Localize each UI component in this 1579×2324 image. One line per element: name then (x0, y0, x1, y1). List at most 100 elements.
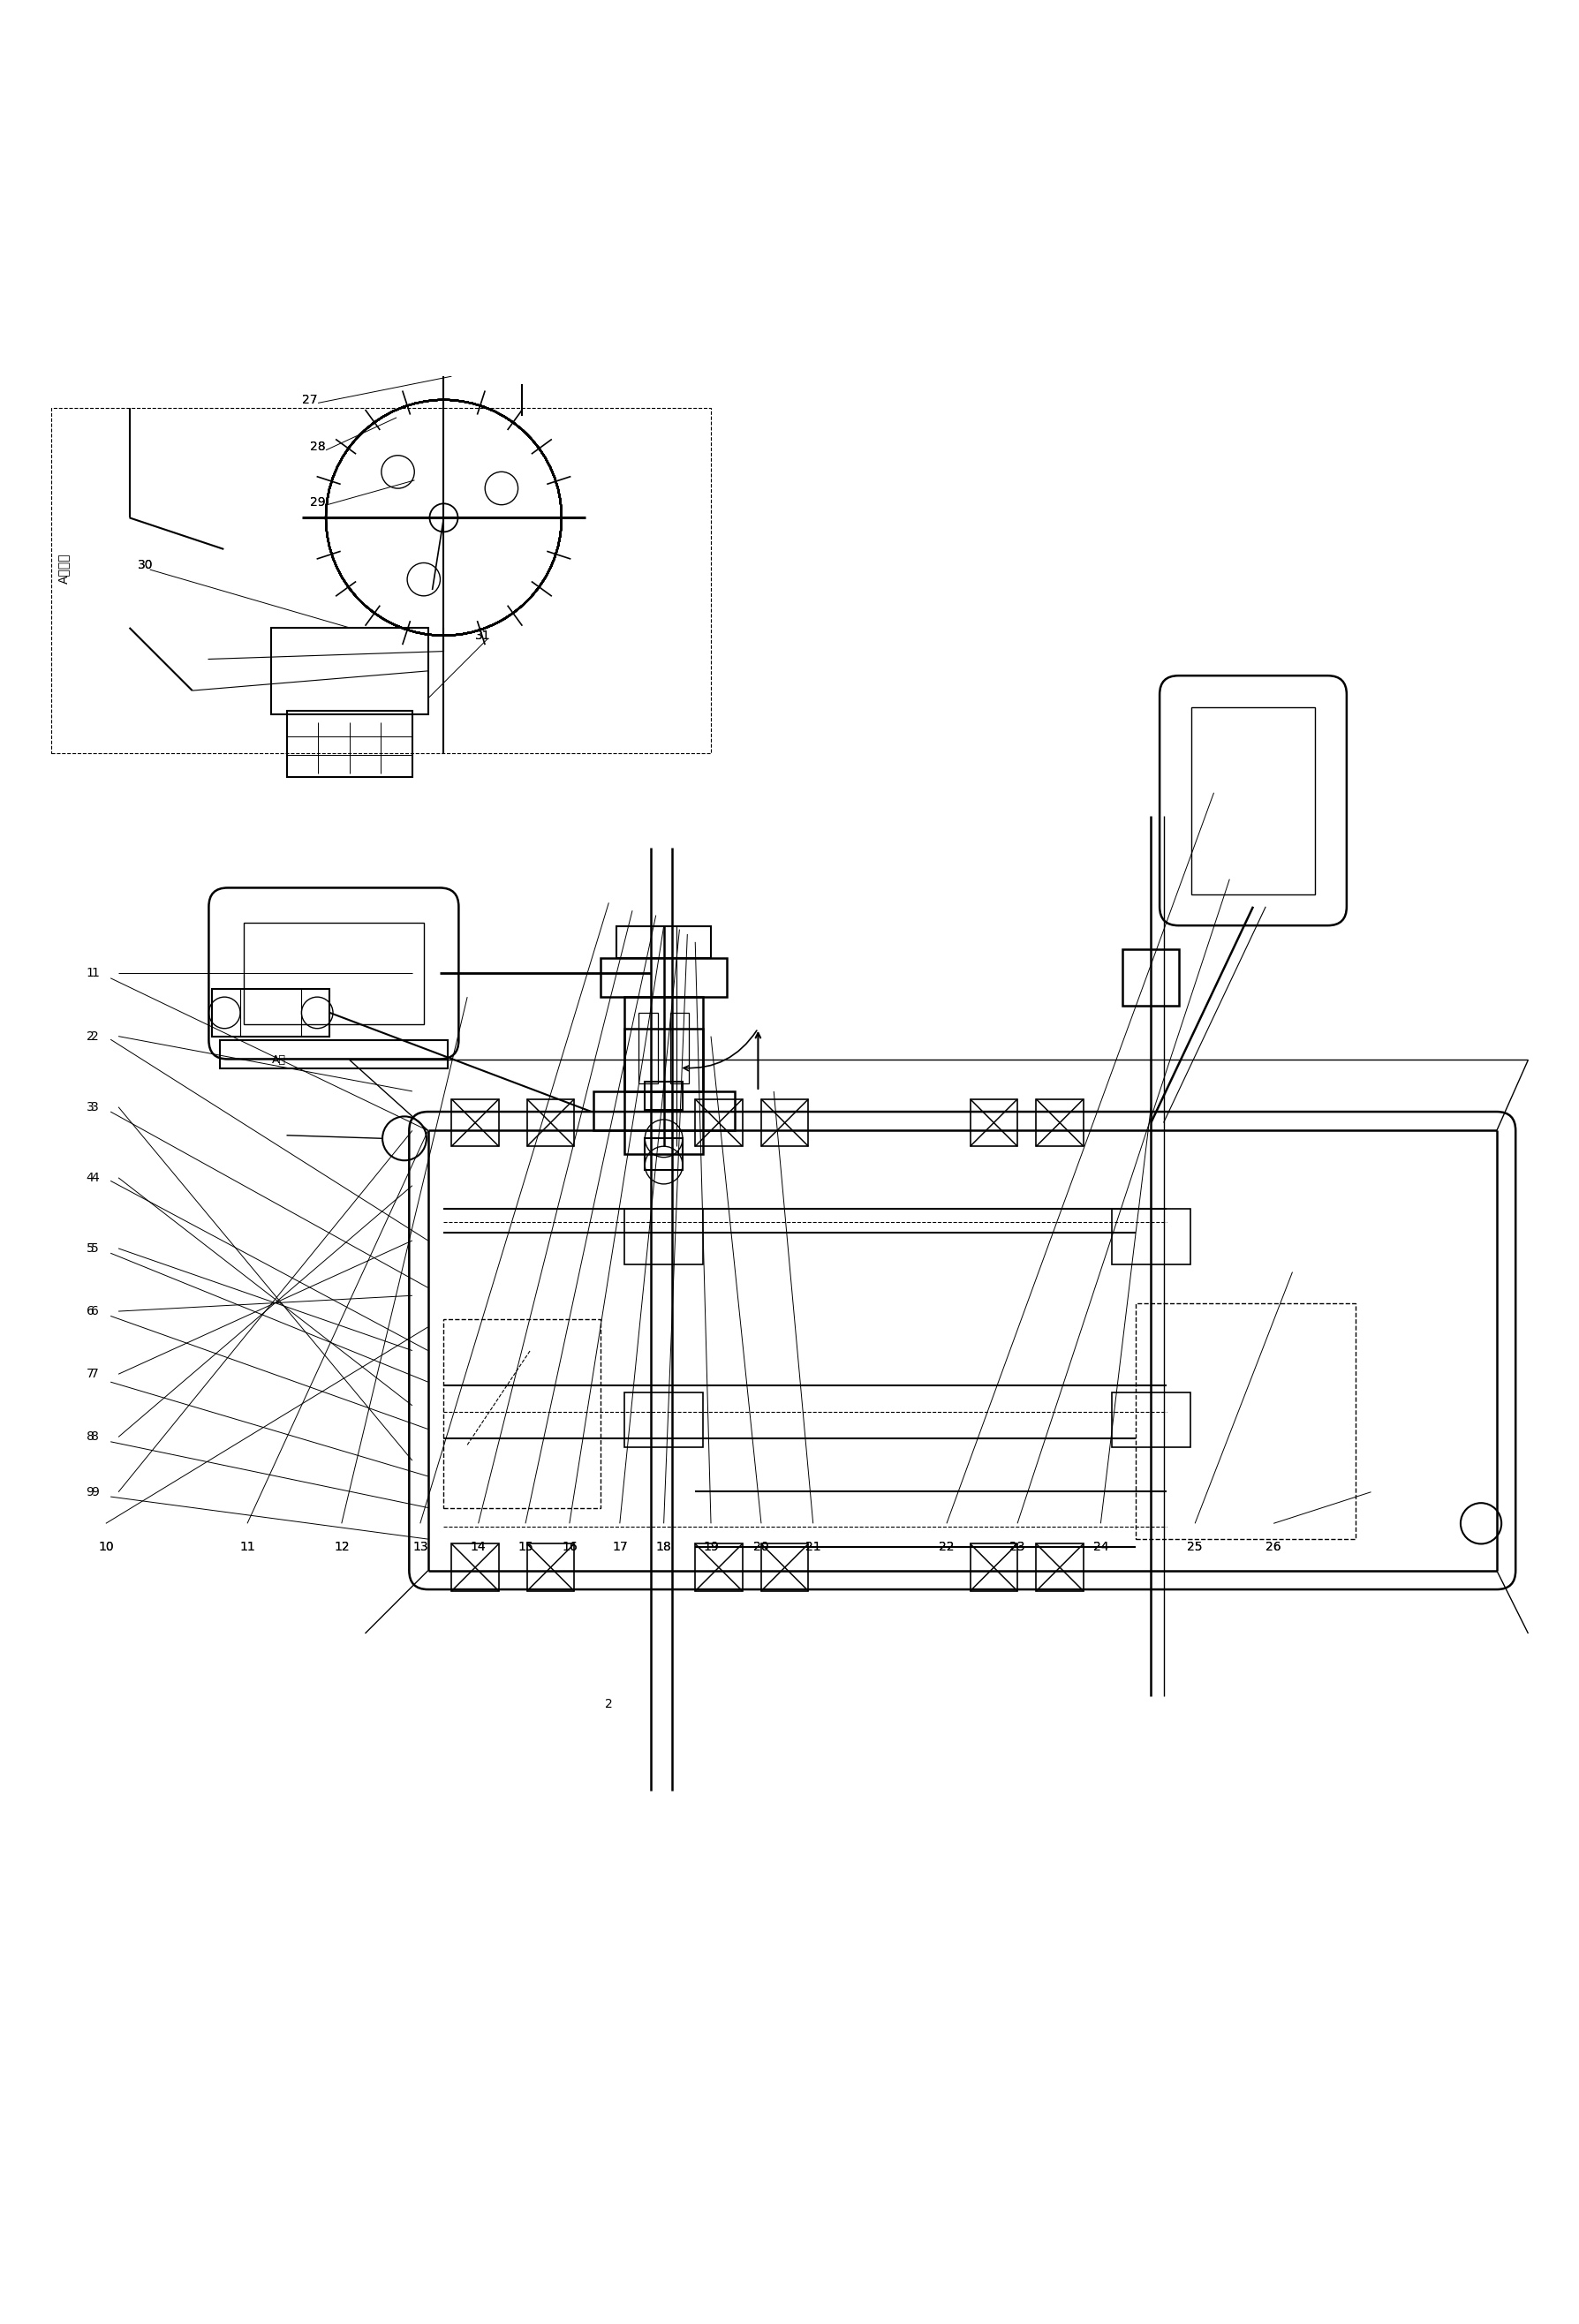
Bar (1036, 1543, 1083, 1592)
Text: 11: 11 (240, 1541, 256, 1552)
Bar (1036, 1099, 1083, 1146)
Text: 6: 6 (87, 1306, 95, 1318)
Text: 25: 25 (1187, 1541, 1203, 1552)
Bar (695, 1543, 742, 1592)
Text: 15: 15 (518, 1541, 534, 1552)
Bar (1123, 948, 1180, 1006)
Text: 7: 7 (92, 1369, 99, 1380)
Text: 10: 10 (98, 1541, 114, 1552)
Text: 2: 2 (92, 1030, 99, 1043)
Bar (644, 1083, 682, 1111)
Text: 16: 16 (562, 1541, 578, 1552)
Text: 16: 16 (562, 1541, 578, 1552)
Text: 31: 31 (475, 630, 491, 641)
Text: 21: 21 (805, 1541, 821, 1552)
Text: 28: 28 (309, 442, 325, 453)
Bar (638, 1013, 657, 1083)
Bar (761, 1099, 808, 1146)
Text: 20: 20 (753, 1541, 769, 1552)
Text: 8: 8 (87, 1432, 95, 1443)
Text: 19: 19 (703, 1541, 718, 1552)
Text: 10: 10 (98, 1541, 114, 1552)
Bar (624, 1392, 703, 1448)
Text: 4: 4 (92, 1171, 99, 1183)
Text: 7: 7 (87, 1369, 95, 1380)
Bar (243, 923, 425, 1025)
Bar (669, 1013, 688, 1083)
Text: 6: 6 (92, 1306, 99, 1318)
Bar (1112, 1392, 1191, 1448)
Text: 24: 24 (1093, 1541, 1108, 1552)
Text: 31: 31 (475, 630, 491, 641)
Text: 1: 1 (87, 967, 95, 981)
Text: 24: 24 (1093, 1541, 1108, 1552)
Text: 17: 17 (613, 1541, 627, 1552)
Text: 14: 14 (471, 1541, 486, 1552)
Bar (970, 1099, 1017, 1146)
Text: 5: 5 (87, 1243, 95, 1255)
Text: A向放大: A向放大 (57, 553, 69, 583)
Text: 30: 30 (137, 558, 153, 572)
Bar (644, 1139, 682, 1169)
Text: 11: 11 (240, 1541, 256, 1552)
Bar (444, 1320, 602, 1508)
Bar (51, 407, 711, 753)
Text: 1: 1 (92, 967, 99, 981)
Text: 26: 26 (1266, 1541, 1281, 1552)
Bar (272, 627, 428, 713)
Bar (286, 711, 412, 776)
Bar (594, 1092, 734, 1129)
Text: 3: 3 (87, 1102, 95, 1113)
Text: 28: 28 (309, 442, 325, 453)
Bar (970, 1543, 1017, 1592)
Text: 12: 12 (333, 1541, 349, 1552)
Bar (527, 1543, 575, 1592)
Text: 22: 22 (940, 1541, 954, 1552)
Text: 22: 22 (940, 1541, 954, 1552)
Text: 27: 27 (303, 393, 317, 407)
Text: 29: 29 (309, 495, 325, 509)
Text: 23: 23 (1009, 1541, 1025, 1552)
Text: 9: 9 (87, 1485, 95, 1499)
Text: 2: 2 (605, 1699, 613, 1710)
Text: 26: 26 (1266, 1541, 1281, 1552)
Bar (602, 957, 726, 997)
Text: 21: 21 (805, 1541, 821, 1552)
Text: 13: 13 (412, 1541, 428, 1552)
Bar (617, 927, 711, 957)
Text: 3: 3 (92, 1102, 99, 1113)
Bar (1191, 706, 1315, 895)
Bar (452, 1099, 499, 1146)
Text: 30: 30 (137, 558, 153, 572)
Text: 19: 19 (703, 1541, 718, 1552)
Bar (1112, 1208, 1191, 1264)
Text: 20: 20 (753, 1541, 769, 1552)
Text: 27: 27 (303, 393, 317, 407)
Text: 25: 25 (1187, 1541, 1203, 1552)
Bar (761, 1543, 808, 1592)
Text: 5: 5 (92, 1243, 99, 1255)
Text: 12: 12 (333, 1541, 349, 1552)
Text: 4: 4 (87, 1171, 95, 1183)
Text: 8: 8 (92, 1432, 99, 1443)
Text: 23: 23 (1009, 1541, 1025, 1552)
Text: 18: 18 (655, 1541, 671, 1552)
Bar (1135, 1304, 1355, 1538)
Text: 2: 2 (87, 1030, 95, 1043)
Text: 9: 9 (92, 1485, 99, 1499)
Text: 15: 15 (518, 1541, 534, 1552)
Bar (219, 1041, 448, 1069)
Bar (624, 1208, 703, 1264)
Bar (452, 1543, 499, 1592)
Text: 29: 29 (309, 495, 325, 509)
Bar (695, 1099, 742, 1146)
Text: 17: 17 (613, 1541, 627, 1552)
Text: 14: 14 (471, 1541, 486, 1552)
Bar (212, 990, 330, 1037)
Bar (624, 997, 703, 1092)
Bar (624, 1030, 703, 1155)
Bar (527, 1099, 575, 1146)
Text: A向: A向 (272, 1055, 286, 1067)
Text: 18: 18 (655, 1541, 671, 1552)
Text: 13: 13 (412, 1541, 428, 1552)
